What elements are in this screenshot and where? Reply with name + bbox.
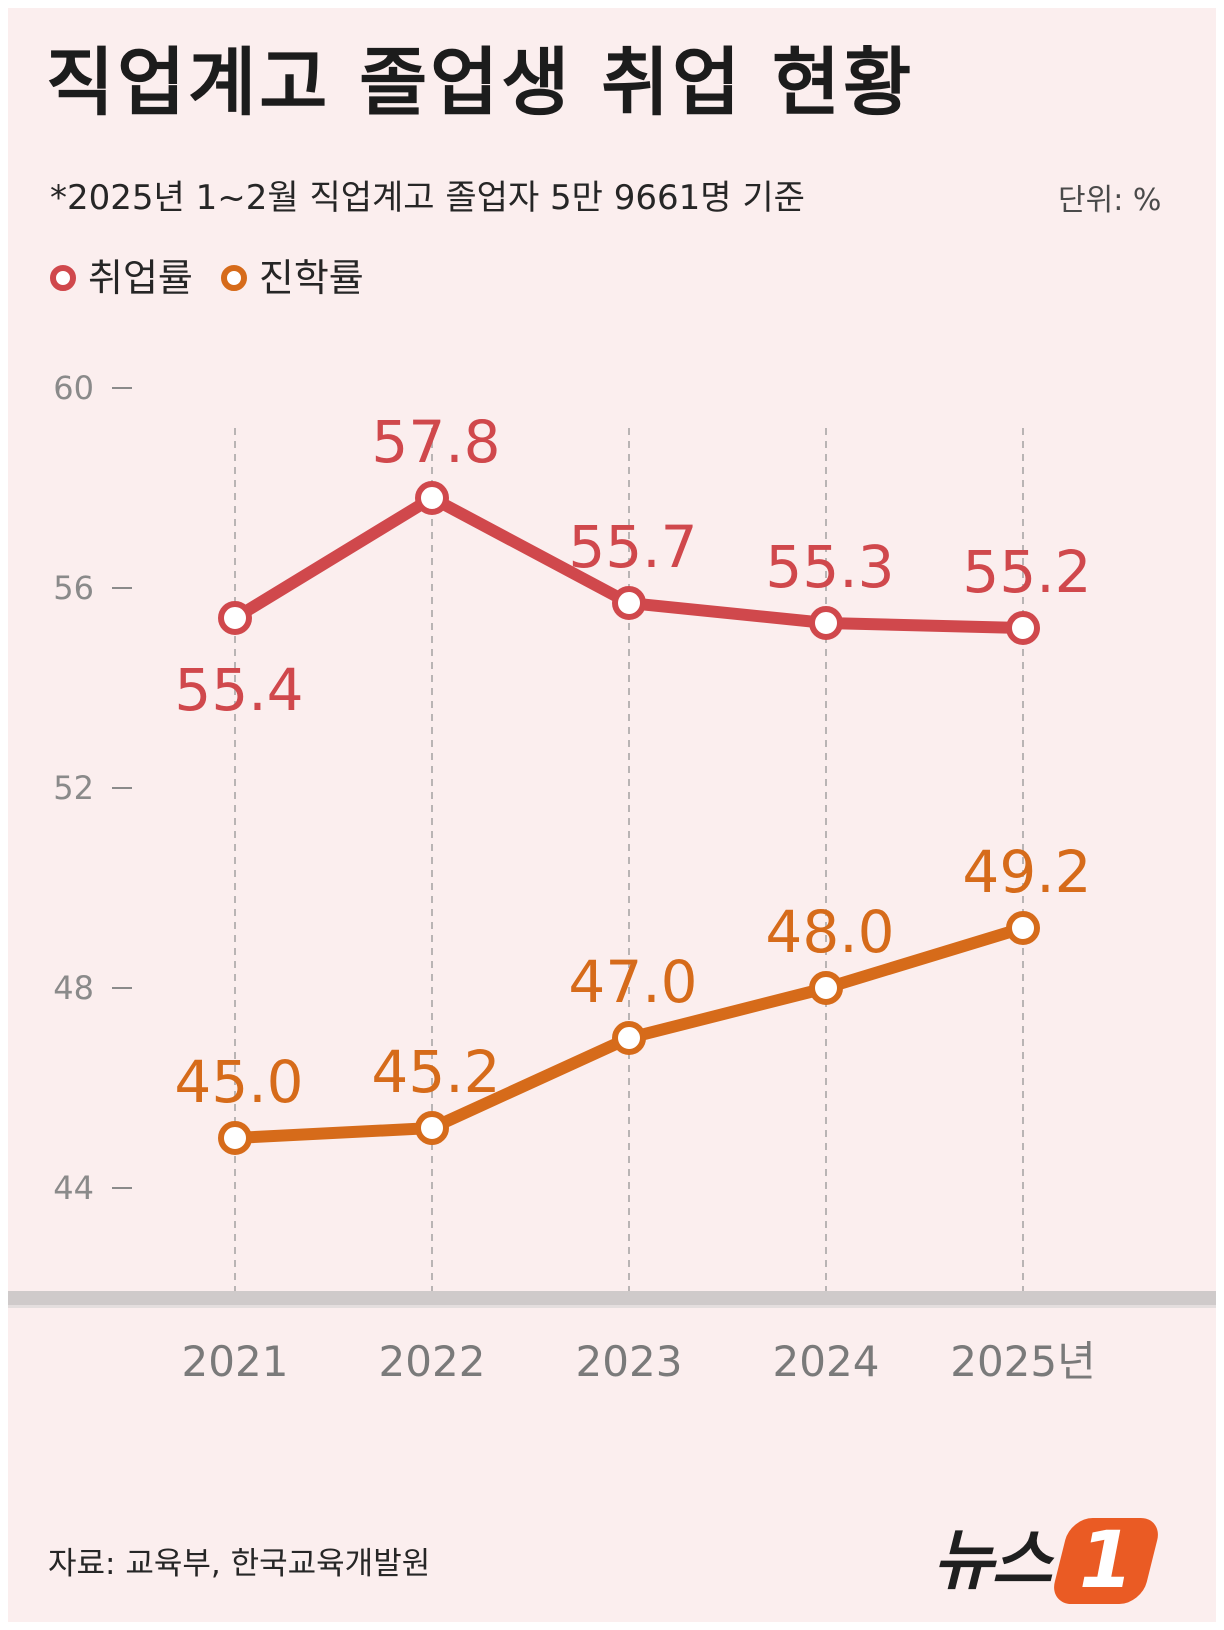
y-tick-label-56: 56 [53, 569, 94, 607]
data-label-s2-2: 45.2 [371, 1038, 500, 1106]
data-point-s2-5 [1006, 911, 1040, 945]
data-point-s1-1 [218, 601, 252, 635]
data-label-s1-5: 55.2 [962, 538, 1091, 606]
data-label-s2-1: 45.0 [174, 1048, 303, 1116]
data-point-s2-1 [218, 1121, 252, 1155]
legend-item-employment: 취업률 [50, 259, 193, 297]
data-label-s1-1: 55.4 [174, 656, 303, 724]
x-axis-baseline-shadow [8, 1305, 1216, 1308]
subtitle-note: *2025년 1~2월 직업계고 졸업자 5만 9661명 기준 [50, 178, 805, 218]
data-point-s2-2 [415, 1111, 449, 1145]
data-label-s2-4: 48.0 [765, 898, 894, 966]
logo-text: 뉴스 [933, 1522, 1052, 1599]
data-label-s2-3: 47.0 [568, 948, 697, 1016]
data-point-s1-5 [1006, 611, 1040, 645]
data-label-s1-2: 57.8 [371, 408, 500, 476]
x-tick-label-2: 2022 [379, 1337, 486, 1386]
legend-item-advancement: 진학률 [220, 256, 364, 300]
x-axis-baseline [8, 1291, 1216, 1305]
line-chart: 60 56 52 48 44 2021 2022 2023 2024 2025년 55.4 57.8 5… [8, 369, 1216, 1386]
unit-label: 단위: % [1058, 183, 1162, 218]
infographic-card: 직업계고 졸업생 취업 현황 *2025년 1~2월 직업계고 졸업자 5만 9… [8, 8, 1216, 1622]
x-tick-label-3: 2023 [576, 1337, 683, 1386]
logo-badge-icon: 1 [1049, 1516, 1164, 1606]
page-title: 직업계고 졸업생 취업 현황 [46, 40, 915, 126]
legend-label-advancement: 진학률 [258, 256, 364, 300]
news1-logo: 뉴스 1 [933, 1513, 1164, 1609]
data-label-s2-5: 49.2 [962, 838, 1091, 906]
data-point-s1-3 [612, 586, 646, 620]
data-point-s1-4 [809, 606, 843, 640]
circle-marker-icon [220, 265, 247, 291]
data-point-s2-3 [612, 1021, 646, 1055]
circle-marker-icon [50, 265, 76, 291]
y-tick-label-44: 44 [53, 1169, 94, 1207]
x-tick-label-4: 2024 [773, 1337, 880, 1386]
y-tick-label-60: 60 [53, 369, 94, 407]
y-tick-label-52: 52 [53, 769, 94, 807]
x-tick-label-5: 2025년 [950, 1337, 1096, 1386]
data-label-s1-3: 55.7 [568, 513, 697, 581]
chart-legend: 취업률 진학률 [50, 256, 392, 300]
x-tick-label-1: 2021 [182, 1337, 289, 1386]
legend-label-employment: 취업률 [88, 256, 193, 300]
logo-badge-number: 1 [1079, 1516, 1134, 1606]
data-point-s2-4 [809, 971, 843, 1005]
source-credit: 자료: 교육부, 한국교육개발원 [48, 1546, 431, 1582]
data-point-s1-2 [415, 481, 449, 515]
y-tick-label-48: 48 [53, 969, 94, 1007]
data-label-s1-4: 55.3 [765, 533, 894, 601]
